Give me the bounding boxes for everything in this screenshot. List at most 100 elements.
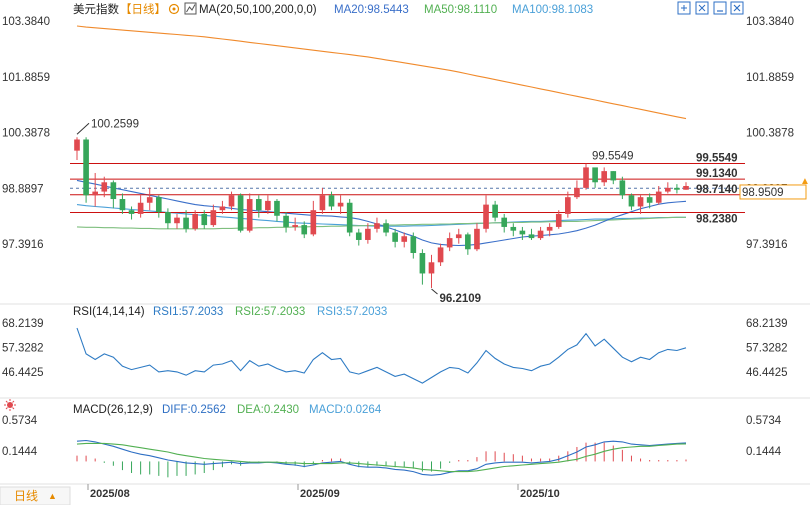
macd-tick-left: 0.1444 [2, 446, 38, 458]
rsi-tick-left: 57.3282 [2, 343, 44, 355]
ma100-line [76, 204, 686, 227]
candle-body [492, 204, 498, 218]
candle-body [455, 234, 462, 239]
candle-body [237, 195, 244, 231]
level-label: 98.7140 [696, 184, 738, 196]
diff-value: DIFF:0.2562 [162, 404, 226, 416]
candle-body [610, 171, 617, 181]
candle-body [146, 197, 153, 203]
candle-body [83, 139, 89, 196]
candle-body [119, 199, 126, 211]
candle-body [365, 228, 371, 240]
last-price-tag: 98.9509 ▲ [739, 176, 810, 200]
candle-body [601, 171, 608, 183]
ma50-value: MA50:98.1110 [424, 4, 497, 16]
macd-legend: MACD(26,12,9) DIFF:0.2562 DEA:0.2430 MAC… [4, 399, 382, 416]
close-icon[interactable] [730, 1, 744, 15]
price-tick: 103.3840 [746, 16, 794, 28]
candle-body [683, 186, 689, 190]
candle-body [346, 202, 353, 233]
candle-body [583, 167, 589, 188]
rsi1-line [76, 327, 687, 384]
price-tick: 100.3878 [746, 128, 794, 140]
rsi-chart [76, 327, 687, 384]
candle-body [265, 200, 271, 211]
caret-up-icon[interactable]: ▲ [48, 491, 57, 501]
candle-body [510, 226, 517, 231]
x-axis: 2025/08 2025/09 2025/10 [87, 484, 560, 500]
candle-body [128, 210, 135, 214]
candle-body [301, 225, 308, 235]
dea-value: DEA:0.2430 [237, 404, 299, 416]
rsi-tick: 46.4425 [746, 367, 788, 379]
candle-body [319, 195, 326, 211]
candle-body [519, 230, 526, 235]
macd-value: MACD:0.0264 [309, 404, 382, 416]
candle-body [428, 262, 435, 274]
last-price-arrow-icon: ▲ [800, 176, 810, 187]
ma-label: MA(20,50,100,200,0,0) [199, 4, 317, 16]
candle-body [183, 217, 189, 229]
ma20-line [76, 179, 687, 247]
x-label: 2025/10 [520, 488, 560, 500]
candle-body [228, 195, 235, 207]
candle-body [528, 234, 535, 239]
chart-title: 美元指数 [73, 2, 119, 16]
rsi-title: RSI(14,14,14) [73, 306, 145, 318]
candle-body [74, 139, 80, 151]
candle-body [665, 187, 671, 192]
candle-body [292, 225, 298, 227]
candle-body [374, 223, 380, 229]
period-label[interactable]: 【日线】 [120, 2, 166, 16]
period-button[interactable]: 日线 ▲ [0, 486, 71, 505]
candle-body [410, 236, 417, 253]
macd-tick: 0.5734 [746, 415, 782, 427]
high-pointer [76, 122, 90, 135]
candle-body [192, 213, 198, 229]
candle-body [574, 187, 580, 198]
level-label: 99.5549 [696, 152, 738, 164]
candle-body [355, 232, 362, 240]
rsi2-value: RSI2:57.2033 [235, 306, 305, 318]
price-tick: 97.3916 [746, 239, 788, 251]
price-tick: 101.8859 [746, 72, 794, 84]
indicator-settings-icon[interactable] [184, 2, 197, 15]
candle-body [210, 210, 217, 226]
candle-body [555, 213, 562, 227]
candle-body [92, 191, 98, 196]
low-pointer [431, 288, 438, 295]
rsi-tick: 68.2139 [746, 318, 788, 330]
rsi-legend: RSI(14,14,14) RSI1:57.2033 RSI2:57.2033 … [73, 306, 387, 318]
price-tick-left: 100.3878 [2, 128, 50, 140]
candle-body [283, 215, 289, 227]
rsi3-value: RSI3:57.2033 [317, 306, 387, 318]
candle-body [174, 217, 180, 224]
expand-icon[interactable] [677, 1, 691, 15]
macd-tick-left: 0.5734 [2, 415, 38, 427]
candle-body [619, 180, 626, 196]
candle-body [328, 195, 335, 207]
candle-body [392, 232, 398, 242]
sun-icon[interactable] [4, 399, 16, 411]
rsi1-value: RSI1:57.2033 [153, 306, 223, 318]
fullscreen-icon[interactable] [695, 1, 709, 15]
candle-body [637, 197, 644, 207]
swing-high-annotation: 99.5549 [592, 151, 634, 163]
candle-body [201, 213, 208, 226]
candle-body [219, 206, 226, 211]
target-icon[interactable] [168, 3, 180, 15]
minimize-icon[interactable] [713, 1, 727, 15]
level-labels: 99.5549 99.1340 98.7140 98.2380 [696, 152, 738, 225]
candle-body [437, 247, 444, 263]
candle-body [446, 238, 453, 248]
rsi-tick-left: 46.4425 [2, 367, 44, 379]
candle-body [101, 182, 108, 192]
diff-line [76, 439, 687, 476]
candle-body [110, 182, 117, 200]
candle-body [465, 234, 471, 250]
price-tick-left: 101.8859 [2, 72, 50, 84]
candle-body [274, 200, 280, 216]
period-button-label[interactable]: 日线 [14, 489, 38, 503]
x-label: 2025/08 [90, 488, 130, 500]
